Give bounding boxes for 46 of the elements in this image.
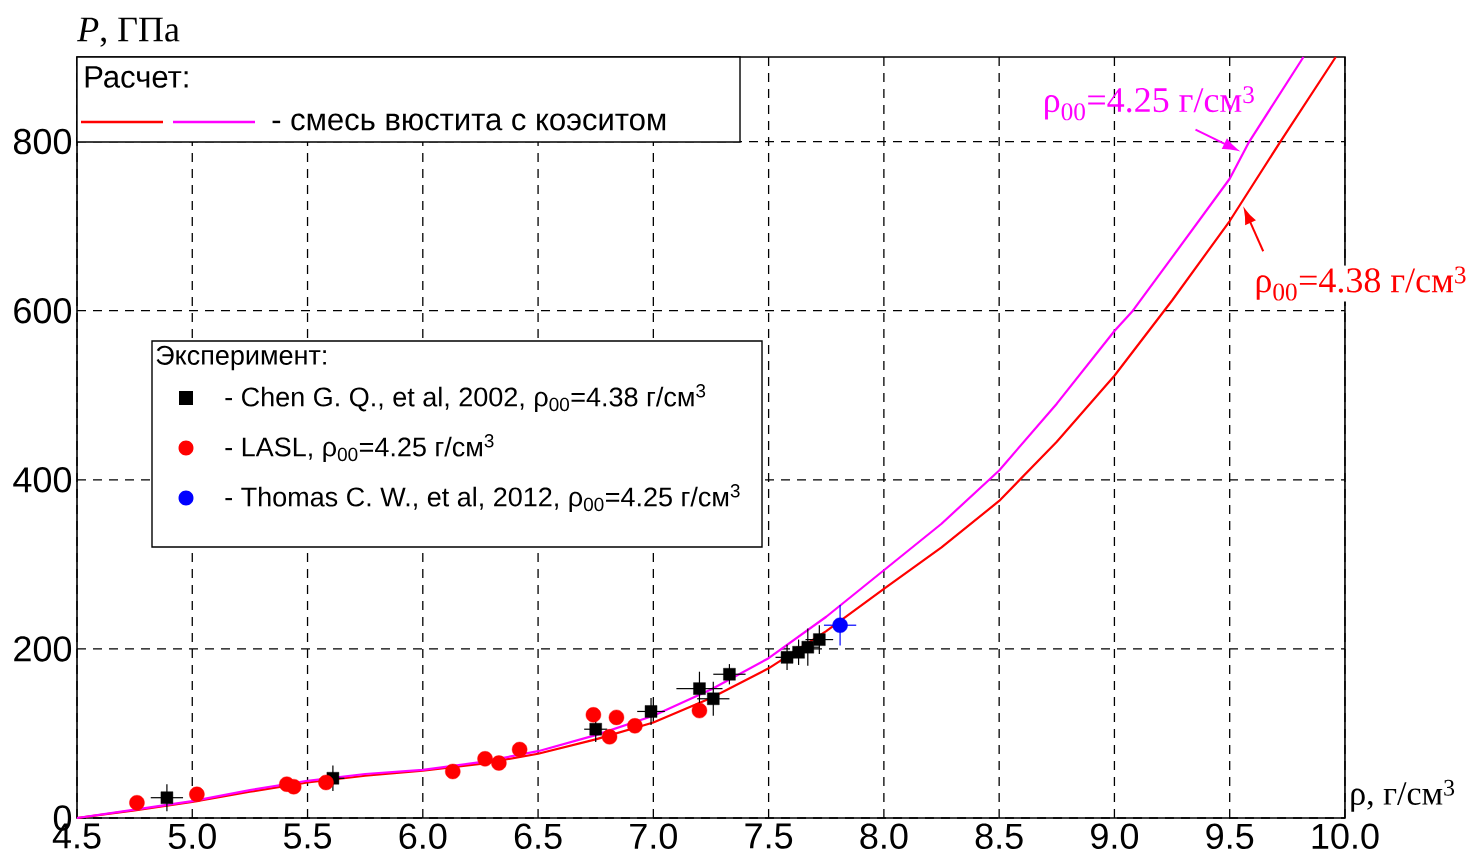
x-tick-label: 9.0: [1091, 823, 1139, 850]
x-tick-label: 10.0: [1312, 823, 1379, 850]
point: [608, 709, 625, 726]
legend-label: - Chen G. Q., et al, 2002, ρ$_{00}$=4.38 г/см$^{3}$: [225, 384, 706, 412]
point: [644, 705, 658, 718]
y-tick-label: 400: [13, 467, 72, 493]
x-tick-label: 6.5: [514, 823, 562, 850]
point: [780, 651, 794, 664]
point: [691, 702, 708, 719]
point: [627, 718, 643, 734]
point: [189, 786, 205, 803]
x-tick-label: 7.0: [630, 823, 677, 850]
x-tick-label: 9.5: [1206, 823, 1254, 850]
x-tick-label: 8.5: [975, 823, 1023, 850]
point: [129, 795, 145, 811]
legend-label: - Thomas C. W., et al, 2012, ρ$_{00}$=4.25 г/см$^{3}$: [225, 484, 740, 512]
annotation: ρ$_{00}$=4.25 г/см$^{3}$: [1045, 86, 1254, 121]
x-tick-label: 8.0: [860, 823, 908, 850]
point: [813, 633, 826, 646]
annotation: Расчет:: [85, 66, 188, 88]
y-tick-label: 200: [14, 636, 72, 662]
legend-label: - LASL, ρ$_{00}$=4.25 г/см$^{3}$: [225, 434, 494, 462]
point: [160, 791, 174, 804]
point: [445, 763, 461, 780]
point: [723, 668, 736, 681]
y-tick-label: 600: [14, 297, 72, 324]
y-axis-title: P, ГПа: [77, 17, 180, 47]
x-tick-label: 5.0: [168, 823, 216, 850]
point: [511, 741, 528, 758]
point: [707, 692, 720, 705]
x-tick-label: 6.0: [399, 823, 447, 850]
point: [832, 617, 848, 633]
point: [491, 755, 507, 771]
x-axis-title: ρ, г/см$^{3}$: [1351, 779, 1455, 812]
legend-label: - смесь вюстита с коэситом: [272, 113, 666, 131]
point: [585, 707, 602, 723]
point: [589, 723, 602, 736]
annotation: ρ$_{00}$=4.38 г/см$^{3}$: [1256, 266, 1466, 301]
x-tick-label: 7.5: [745, 823, 793, 849]
point: [286, 779, 302, 795]
point: [601, 729, 618, 745]
x-tick-label: 5.5: [283, 823, 332, 849]
point: [693, 682, 706, 695]
point: [477, 751, 493, 767]
legend-title: Эксперимент:: [156, 345, 326, 371]
y-tick-label: 800: [13, 128, 72, 155]
